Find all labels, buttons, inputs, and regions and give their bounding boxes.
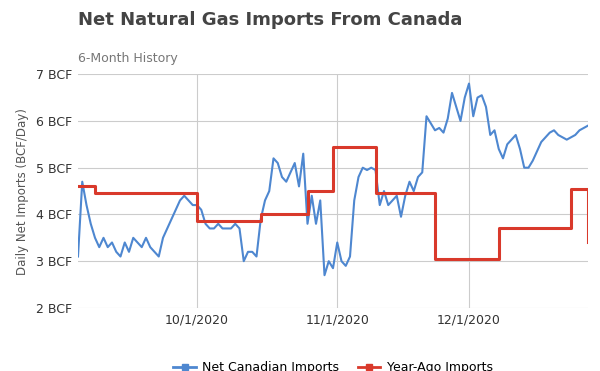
Text: Net Natural Gas Imports From Canada: Net Natural Gas Imports From Canada xyxy=(78,11,463,29)
Text: 6-Month History: 6-Month History xyxy=(78,52,178,65)
Legend: Net Canadian Imports, Year-Ago Imports: Net Canadian Imports, Year-Ago Imports xyxy=(169,356,497,371)
Y-axis label: Daily Net Imports (BCF/Day): Daily Net Imports (BCF/Day) xyxy=(16,108,29,275)
